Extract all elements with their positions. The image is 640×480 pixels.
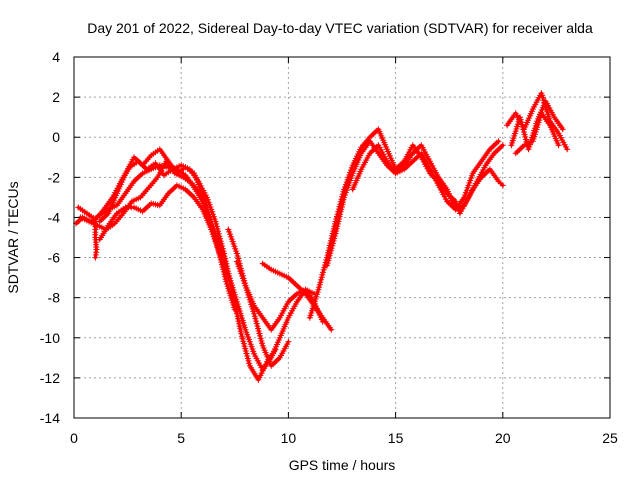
axis-tick-labels: 0 5 10 15 20 25 -14 -12 -10 -8 -6 -4 -2 0 2 4 — [40, 49, 618, 446]
series-markers — [96, 146, 215, 225]
y-tick-label: -2 — [48, 169, 61, 185]
y-tick-label: -8 — [48, 290, 61, 306]
data-series — [73, 90, 571, 383]
y-tick-label: -10 — [40, 330, 60, 346]
x-axis-label: GPS time / hours — [289, 457, 396, 473]
y-axis-label: SDTVAR / TECUs — [5, 181, 21, 293]
series-track-11 — [349, 138, 502, 213]
plot-area-frame — [73, 56, 611, 419]
x-tick-label: 20 — [495, 430, 511, 446]
x-tick-label: 0 — [70, 430, 78, 446]
series-markers — [512, 110, 562, 157]
x-tick-label: 5 — [177, 430, 185, 446]
y-tick-label: -6 — [48, 250, 61, 266]
x-tick-label: 15 — [388, 430, 404, 446]
y-tick-label: -14 — [40, 410, 60, 426]
x-tick-label: 25 — [602, 430, 618, 446]
x-tick-label: 10 — [281, 430, 297, 446]
series-spur-near-1h — [92, 218, 100, 261]
y-tick-label: 2 — [52, 89, 60, 105]
series-track-14 — [512, 110, 562, 157]
y-tick-label: 0 — [52, 129, 60, 145]
series-line — [76, 159, 277, 382]
series-track-8 — [259, 260, 335, 333]
series-markers — [96, 182, 232, 281]
chart-title: Day 201 of 2022, Sidereal Day-to-day VTE… — [87, 20, 593, 36]
series-track-2 — [75, 158, 279, 383]
series-markers — [92, 218, 100, 261]
y-tick-label: 4 — [52, 49, 60, 65]
y-tick-label: -4 — [48, 209, 61, 225]
grid-lines — [74, 57, 610, 418]
series-markers — [75, 158, 279, 383]
series-markers — [349, 138, 502, 213]
axis-ticks — [73, 56, 611, 419]
y-tick-label: -12 — [40, 370, 60, 386]
series-track-4 — [96, 182, 232, 281]
series-track-5 — [96, 146, 215, 225]
